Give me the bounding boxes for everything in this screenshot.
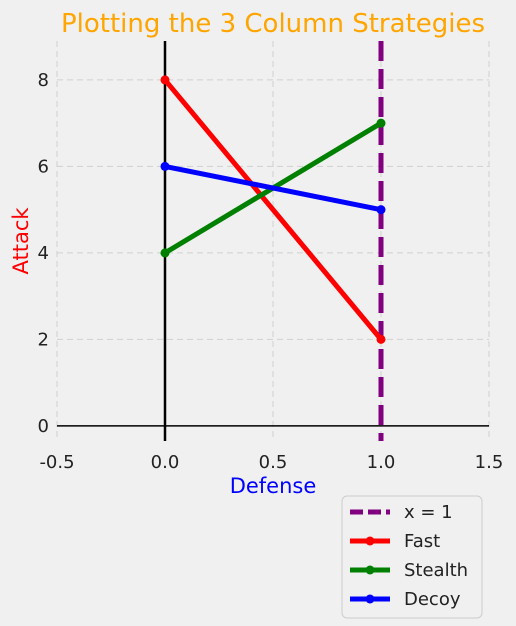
- y-tick-label: 2: [38, 329, 49, 350]
- legend-marker: [365, 594, 375, 604]
- tick-labels: -0.5 0.0 0.5 1.0 1.5 0 2 4 6 8: [38, 70, 504, 473]
- legend-box: [341, 495, 483, 619]
- y-tick-label: 0: [38, 416, 49, 437]
- y-tick-label: 4: [38, 243, 49, 264]
- data-point-stealth: [160, 248, 170, 258]
- series-line-fast: [163, 78, 383, 341]
- axes: [57, 41, 489, 441]
- legend-label: x = 1: [404, 502, 453, 523]
- legend-marker: [365, 565, 375, 575]
- y-tick-label: 6: [38, 156, 49, 177]
- x-tick-label: 0.0: [151, 452, 180, 473]
- x-tick-label: 1.0: [367, 452, 396, 473]
- legend-label: Fast: [404, 531, 440, 552]
- data-point-stealth: [376, 118, 386, 128]
- data-point-decoy: [376, 205, 386, 215]
- legend: x = 1 Fast Stealth Decoy: [341, 495, 483, 619]
- x-tick-label: 0.5: [259, 452, 288, 473]
- data-point-fast: [160, 75, 170, 85]
- series-group: [160, 75, 386, 344]
- y-axis-label: Attack: [9, 207, 33, 275]
- data-point-fast: [376, 334, 386, 344]
- legend-label: Decoy: [404, 589, 461, 610]
- x-tick-label: -0.5: [39, 452, 74, 473]
- y-tick-label: 8: [38, 70, 49, 91]
- grid: [56, 41, 490, 441]
- series-line-decoy: [164, 163, 382, 213]
- legend-marker: [365, 536, 375, 546]
- data-point-decoy: [160, 161, 170, 171]
- x-tick-label: 1.5: [475, 452, 504, 473]
- x-axis-label: Defense: [230, 474, 317, 498]
- chart-title: Plotting the 3 Column Strategies: [61, 9, 485, 39]
- legend-label: Stealth: [404, 560, 468, 581]
